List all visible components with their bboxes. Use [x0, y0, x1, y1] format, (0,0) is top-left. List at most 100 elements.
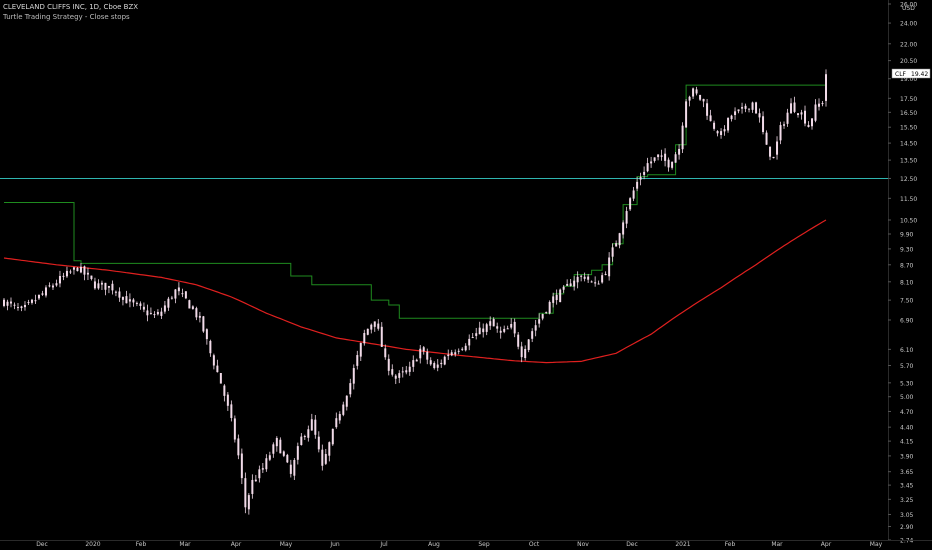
candle	[384, 344, 387, 360]
time-tick-label: Dec	[626, 541, 638, 548]
candle	[454, 349, 457, 357]
stop-line-layer	[4, 84, 826, 319]
candle	[429, 357, 432, 366]
candle	[461, 347, 464, 352]
candle	[265, 454, 268, 472]
candle	[296, 442, 299, 465]
candle	[555, 289, 558, 305]
candle	[359, 342, 362, 361]
candle	[111, 280, 114, 295]
candle	[34, 294, 37, 305]
candle	[524, 345, 527, 361]
last-price-label: CLF 19.42	[891, 68, 931, 79]
candle	[118, 287, 121, 302]
candle	[601, 272, 604, 284]
price-tick-label: 4.70	[900, 409, 914, 416]
candle	[20, 305, 23, 312]
candle	[307, 425, 310, 442]
candle	[730, 114, 733, 122]
candle	[223, 384, 226, 402]
time-tick-label: Mar	[771, 541, 783, 548]
candle	[370, 323, 373, 334]
price-tick-label: 7.50	[900, 298, 914, 305]
candle	[401, 366, 404, 378]
candle	[559, 288, 562, 303]
candle	[37, 294, 40, 301]
candle	[195, 306, 198, 321]
candle	[814, 99, 817, 123]
candle	[317, 431, 320, 453]
candle	[289, 459, 292, 478]
candle	[142, 302, 145, 313]
candle	[303, 434, 306, 440]
candle	[254, 474, 257, 482]
candle	[328, 441, 331, 462]
candle	[744, 103, 747, 113]
candle	[475, 327, 478, 340]
price-tick-label: 6.10	[900, 347, 914, 354]
candle	[30, 298, 33, 305]
last-price-value: 19.42	[911, 71, 928, 78]
candle	[198, 311, 201, 323]
price-tick-label: 3.45	[900, 483, 914, 490]
candle	[545, 311, 548, 314]
price-tick-label: 5.30	[900, 380, 914, 387]
price-tick-label: 6.90	[900, 318, 914, 325]
candle	[324, 448, 327, 465]
price-tick-label: 16.50	[900, 110, 917, 117]
price-tick-label: 2.90	[900, 524, 914, 531]
candle	[132, 298, 135, 307]
price-tick-label: 5.00	[900, 394, 914, 401]
candle	[356, 350, 359, 370]
candle	[534, 319, 537, 337]
candle	[100, 280, 103, 291]
candle	[583, 272, 586, 282]
candle	[573, 276, 576, 291]
price-tick-label: 3.25	[900, 497, 914, 504]
candle	[517, 332, 520, 350]
candle	[457, 348, 460, 355]
candle	[597, 280, 600, 285]
candle	[177, 282, 180, 296]
candle	[209, 339, 212, 357]
candle	[181, 288, 184, 298]
candle	[790, 98, 793, 114]
candle	[695, 86, 698, 96]
candle	[713, 120, 716, 131]
time-tick-label: Jul	[379, 541, 388, 548]
candle	[527, 339, 530, 353]
price-axis[interactable]: 26.00 24.00 22.00 20.50 19.00 17.50 16.50 15.50…	[888, 0, 931, 545]
candle	[569, 279, 572, 287]
candle	[548, 300, 551, 315]
candle	[338, 411, 341, 424]
candle	[146, 304, 149, 322]
price-tick-label: 15.50	[900, 125, 917, 132]
candle	[160, 307, 163, 320]
strategy-label: Turtle Trading Strategy - Close stops	[3, 13, 130, 21]
candle	[300, 433, 303, 446]
price-tick-label: 26.00	[900, 2, 917, 9]
candle	[772, 156, 775, 159]
price-tick-label: 13.50	[900, 158, 917, 165]
chart-title: CLEVELAND CLIFFS INC, 1D, Cboe BZX	[3, 3, 139, 11]
candle	[202, 315, 205, 333]
candle	[345, 395, 348, 411]
candle	[482, 323, 485, 338]
candle	[618, 232, 621, 249]
currency-label: USD	[902, 5, 915, 12]
candle	[314, 415, 317, 439]
candle	[51, 283, 54, 290]
candle	[608, 252, 611, 281]
candle	[3, 298, 5, 308]
time-tick-label: Sep	[478, 541, 490, 548]
candle	[48, 282, 51, 288]
candle	[405, 366, 408, 375]
candle	[751, 101, 754, 113]
candle	[135, 301, 138, 307]
time-axis[interactable]: Dec 2020 Feb Mar Apr May Jun Jul Aug Sep Oct Nov Dec…	[0, 540, 932, 549]
candles-layer	[3, 69, 827, 515]
candle	[188, 299, 191, 309]
last-price-symbol: CLF	[895, 71, 907, 78]
candle	[807, 121, 810, 128]
